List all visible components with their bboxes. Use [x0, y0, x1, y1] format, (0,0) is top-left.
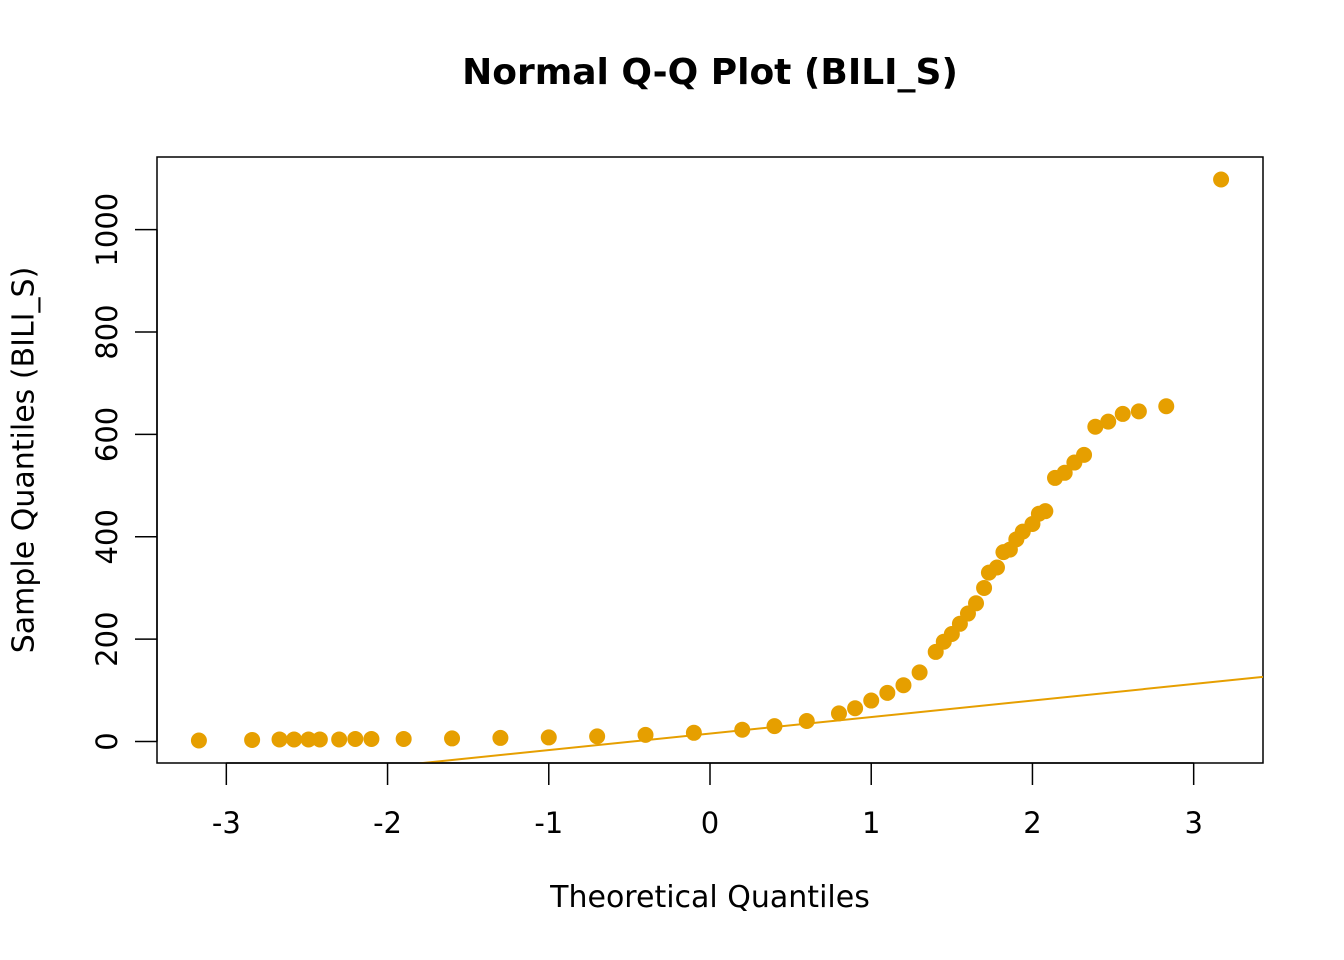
- data-point: [685, 724, 702, 741]
- data-point: [637, 726, 654, 743]
- data-point: [492, 729, 509, 746]
- data-point: [190, 732, 207, 749]
- data-point: [976, 579, 993, 596]
- data-point: [286, 731, 303, 748]
- data-point: [300, 731, 317, 748]
- x-tick-label: -2: [373, 806, 402, 840]
- data-point: [331, 731, 348, 748]
- x-tick-label: -3: [212, 806, 241, 840]
- data-point: [830, 705, 847, 722]
- reference-line: [413, 675, 1263, 763]
- data-point: [1213, 171, 1230, 188]
- data-point: [988, 559, 1005, 576]
- data-point: [1158, 398, 1175, 415]
- chart-title: Normal Q-Q Plot (BILI_S): [462, 52, 958, 93]
- data-point: [766, 718, 783, 735]
- data-point: [1130, 403, 1147, 420]
- data-point: [347, 730, 364, 747]
- x-tick-label: 2: [1023, 806, 1041, 840]
- y-tick-label: 200: [90, 611, 124, 666]
- y-tick-label: 1000: [90, 193, 124, 267]
- data-point: [968, 595, 985, 612]
- data-point: [1100, 413, 1117, 430]
- data-point: [911, 664, 928, 681]
- data-point: [444, 730, 461, 747]
- x-tick-label: 1: [862, 806, 880, 840]
- data-point: [863, 692, 880, 709]
- data-point: [879, 684, 896, 701]
- data-point: [1056, 464, 1073, 481]
- data-point: [271, 731, 288, 748]
- y-tick-label: 800: [90, 304, 124, 359]
- data-point: [1114, 405, 1131, 422]
- data-point: [734, 721, 751, 738]
- data-point: [311, 731, 328, 748]
- data-point: [1087, 418, 1104, 435]
- data-point: [1037, 503, 1054, 520]
- plot-frame: [156, 156, 1264, 764]
- data-point: [395, 730, 412, 747]
- data-point: [1076, 446, 1093, 463]
- data-point: [540, 729, 557, 746]
- data-point: [798, 713, 815, 730]
- x-tick-label: 3: [1184, 806, 1202, 840]
- x-axis-label: Theoretical Quantiles: [550, 880, 870, 915]
- data-point: [244, 731, 261, 748]
- data-point: [847, 700, 864, 717]
- y-tick-label: 0: [90, 732, 124, 750]
- x-tick-label: 0: [701, 806, 719, 840]
- y-tick-label: 600: [90, 407, 124, 462]
- x-tick-label: -1: [534, 806, 563, 840]
- data-point: [589, 728, 606, 745]
- y-tick-label: 400: [90, 509, 124, 564]
- data-point: [363, 730, 380, 747]
- data-point: [895, 677, 912, 694]
